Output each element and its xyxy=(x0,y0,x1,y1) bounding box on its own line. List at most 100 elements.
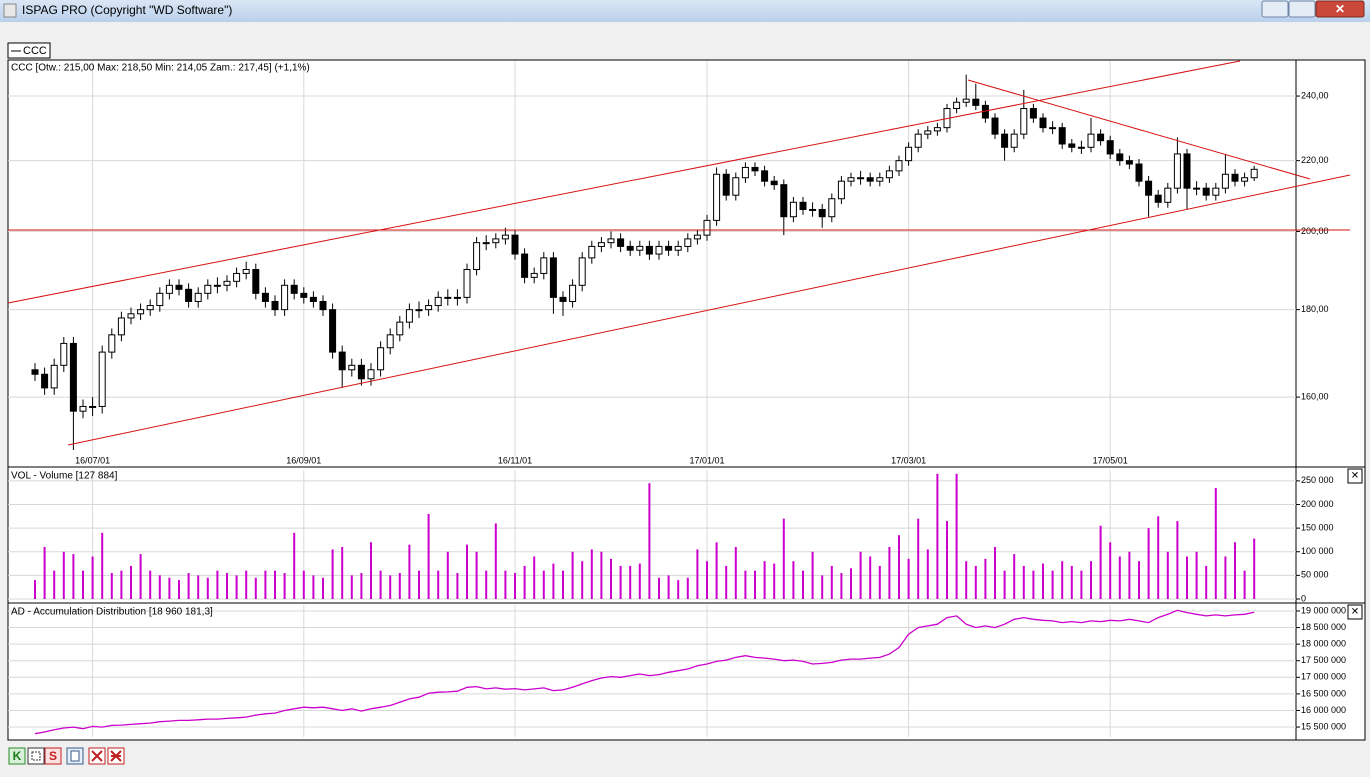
volume-bar xyxy=(1166,551,1169,599)
volume-bar xyxy=(34,580,36,599)
volume-bar xyxy=(370,542,372,599)
app-icon xyxy=(3,3,17,18)
panel-close[interactable] xyxy=(1347,468,1363,484)
candle-body xyxy=(770,180,778,186)
candle-body xyxy=(501,234,509,240)
candle-body xyxy=(847,177,855,182)
candle-body xyxy=(1058,127,1066,145)
candle-body xyxy=(1212,187,1220,196)
volume-bar xyxy=(245,570,248,599)
volume-bar xyxy=(926,549,929,599)
candle-body xyxy=(569,284,577,302)
candle-body xyxy=(89,405,97,408)
volume-bar xyxy=(1099,525,1102,599)
candle-body xyxy=(127,313,135,319)
candle-body xyxy=(1116,153,1124,162)
candle-body xyxy=(425,305,433,311)
volume-bar xyxy=(1042,563,1044,599)
candle-body xyxy=(837,180,845,200)
volume-bar xyxy=(802,570,804,599)
candle-body xyxy=(578,257,586,286)
volume-bar xyxy=(446,551,449,599)
candle-body xyxy=(991,117,999,135)
candle-body xyxy=(204,284,212,294)
volume-bar xyxy=(437,570,440,599)
candle-body xyxy=(252,269,260,294)
toolbar-button[interactable] xyxy=(8,747,26,765)
volume-bar xyxy=(1090,561,1092,599)
candle-body xyxy=(1221,173,1229,189)
volume-bar xyxy=(898,535,900,599)
candle-body xyxy=(713,173,721,221)
y-tick-label: 16 000 000 xyxy=(1301,705,1346,715)
volume-bar xyxy=(974,565,977,599)
volume-bar xyxy=(658,577,660,599)
panel-close[interactable] xyxy=(1347,604,1363,620)
panel-close-icon: ✕ xyxy=(1351,471,1359,482)
volume-bar xyxy=(1013,554,1016,599)
candle-body xyxy=(1087,133,1095,148)
minimize-button[interactable] xyxy=(1261,0,1289,18)
candle-body xyxy=(492,238,500,244)
candle-body xyxy=(434,296,442,307)
volume-bar xyxy=(350,575,353,599)
candle-body xyxy=(415,309,423,312)
candle-body xyxy=(1068,143,1076,148)
maximize-button[interactable] xyxy=(1288,0,1316,18)
volume-bar xyxy=(869,556,872,599)
volume-bar xyxy=(1186,556,1188,599)
candle-body xyxy=(242,269,250,274)
candle-body xyxy=(41,373,49,389)
volume-bar xyxy=(1176,521,1179,599)
volume-bar xyxy=(715,542,718,599)
volume-bar xyxy=(120,570,123,599)
volume-bar xyxy=(610,558,612,599)
volume-bar xyxy=(619,565,622,599)
delete-all-icon xyxy=(110,750,122,762)
candle-body xyxy=(1097,133,1105,142)
volume-bar xyxy=(523,565,526,599)
chart-tab[interactable] xyxy=(7,42,51,59)
volume-bar xyxy=(101,532,104,599)
candle-body xyxy=(348,364,356,371)
volume-bar xyxy=(1157,516,1160,599)
volume-bar xyxy=(178,580,180,599)
zoom-button[interactable] xyxy=(27,747,45,765)
candle-body xyxy=(684,238,692,247)
volume-bar xyxy=(552,563,555,599)
volume-bar xyxy=(744,570,747,599)
volume-bar xyxy=(149,570,152,599)
candle-body xyxy=(559,296,567,302)
volume-bar xyxy=(216,570,219,599)
candle-body xyxy=(617,238,625,247)
toolbar-k: K xyxy=(13,749,22,763)
toolbar-button[interactable] xyxy=(44,747,62,765)
volume-bar xyxy=(955,473,958,599)
candle-body xyxy=(751,166,759,172)
x-tick-label: 17/05/01 xyxy=(1093,455,1128,465)
candle-body xyxy=(972,98,980,106)
candle-body xyxy=(261,292,269,302)
candle-body xyxy=(789,201,797,218)
volume-bar xyxy=(456,573,459,599)
candle-body xyxy=(914,133,922,148)
candle-body xyxy=(732,177,740,196)
candle-body xyxy=(530,272,538,278)
candle-body xyxy=(233,272,241,282)
candle-body xyxy=(1029,108,1037,119)
volume-bar xyxy=(638,563,641,599)
candle-body xyxy=(809,208,817,211)
volume-bar xyxy=(235,575,238,599)
close-button[interactable] xyxy=(1315,0,1365,18)
volume-bar xyxy=(1109,542,1112,599)
candle-body xyxy=(357,364,365,380)
volume-bar xyxy=(53,570,56,599)
volume-bar xyxy=(91,556,94,599)
volume-bar xyxy=(1080,570,1083,599)
volume-bar xyxy=(1253,538,1256,599)
y-tick-label: 200 000 xyxy=(1301,499,1334,509)
volume-bar xyxy=(1243,570,1246,599)
candle-body xyxy=(386,334,394,349)
volume-bar xyxy=(139,554,142,599)
